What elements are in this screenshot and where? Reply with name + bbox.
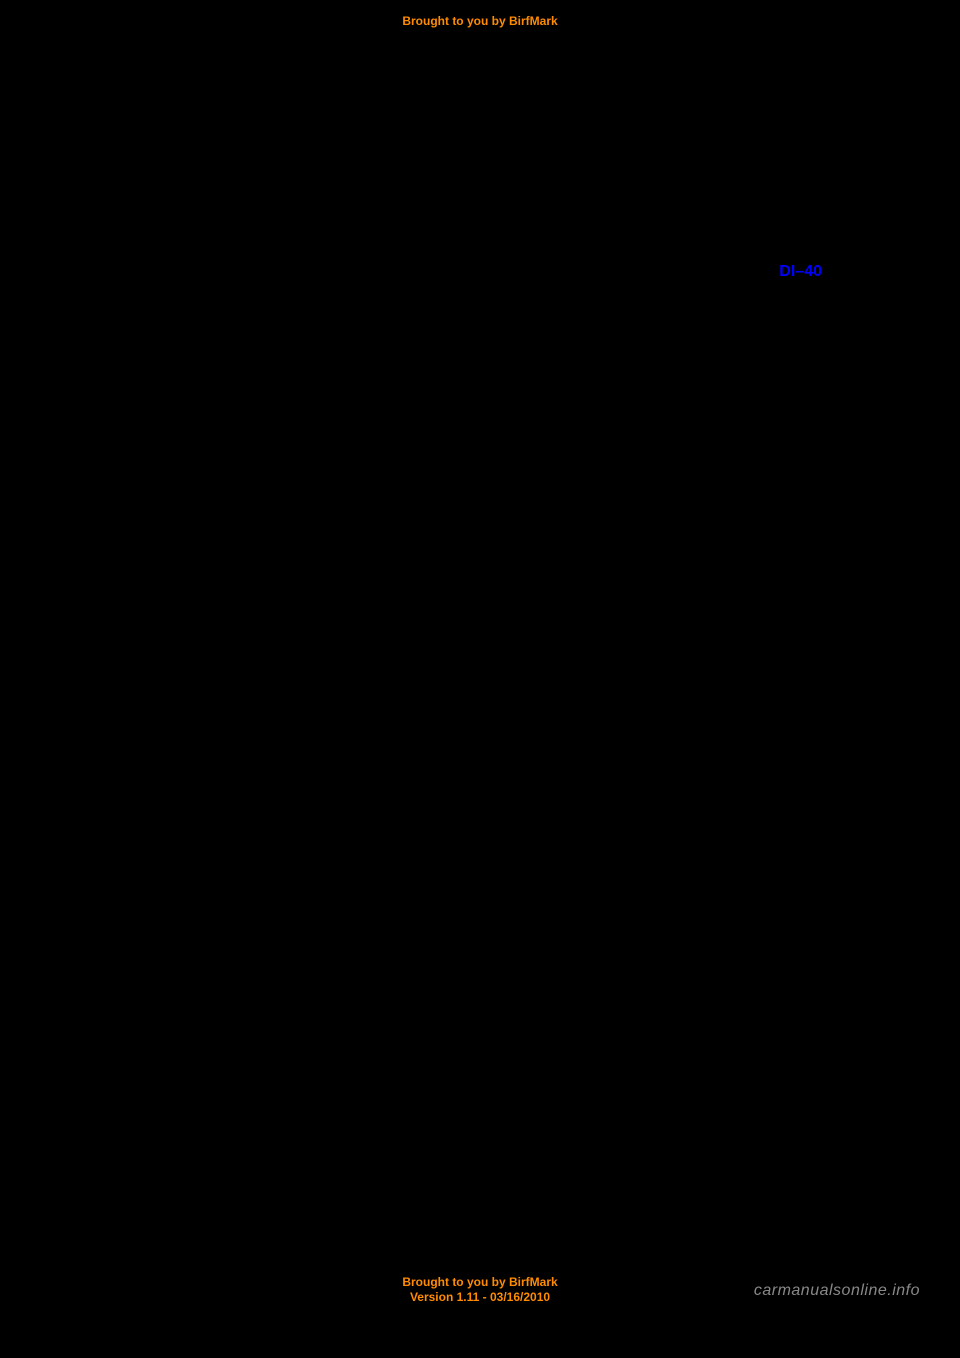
footer-block: Brought to you by BirfMark Version 1.11 … — [402, 1275, 557, 1306]
footer-version: Version 1.11 - 03/16/2010 — [402, 1290, 557, 1306]
header-attribution: Brought to you by BirfMark — [402, 14, 557, 28]
footer-attribution: Brought to you by BirfMark — [402, 1275, 557, 1291]
watermark-text: carmanualsonline.info — [754, 1282, 920, 1300]
page-reference-link[interactable]: DI–40 — [779, 263, 822, 281]
